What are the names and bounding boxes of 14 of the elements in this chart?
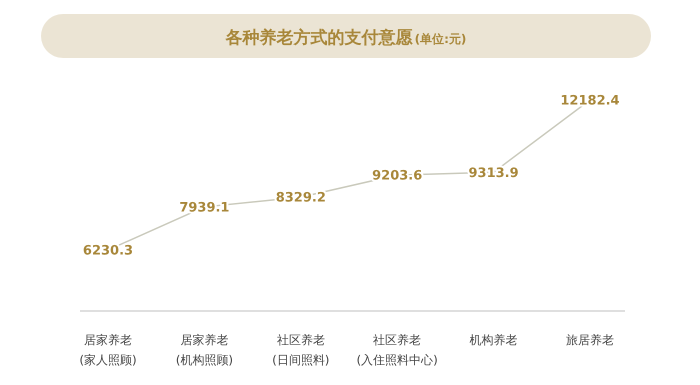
chart-title: 各种养老方式的支付意愿	[224, 28, 414, 48]
x-tick-label: 旅居养老	[566, 333, 614, 347]
x-tick-label: 机构养老	[470, 333, 518, 347]
data-label: 7939.1	[179, 200, 230, 216]
data-label: 12182.4	[560, 94, 620, 109]
data-label: 9203.6	[372, 168, 422, 184]
data-label: 6230.3	[82, 244, 134, 259]
data-label: 9313.9	[468, 166, 519, 181]
x-tick-label: 社区养老 (日间照料)	[272, 333, 330, 367]
data-label: 8329.2	[276, 190, 326, 206]
x-tick-label: 社区养老 (入住照料中心)	[356, 333, 438, 367]
x-tick-label: 居家养老 (家人照顾)	[79, 333, 137, 367]
chart-subtitle: (单位:元)	[414, 32, 466, 46]
x-tick-label: 居家养老 (机构照顾)	[176, 333, 234, 367]
